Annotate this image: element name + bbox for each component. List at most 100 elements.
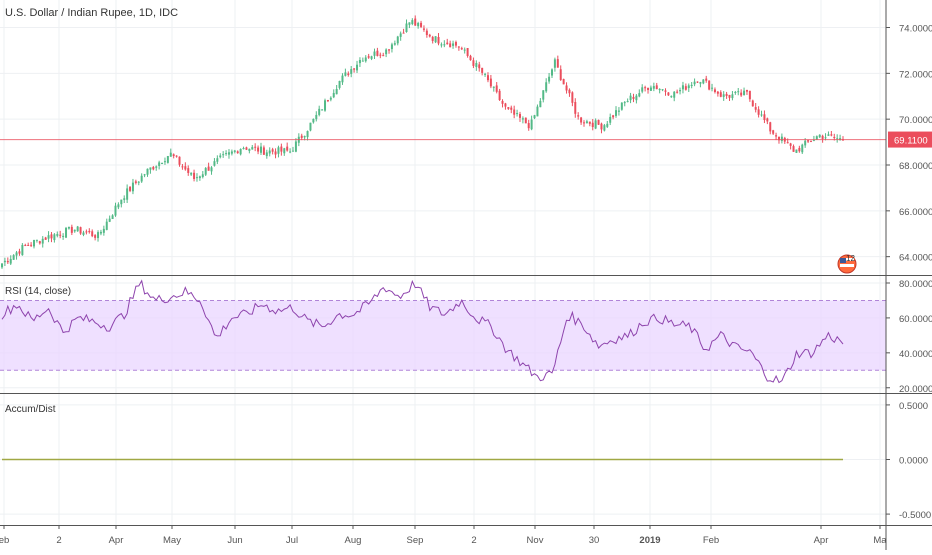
candle-body <box>815 136 818 140</box>
candle-body <box>699 82 702 84</box>
candle-body <box>807 140 810 142</box>
candle-body <box>56 234 59 236</box>
candle-body <box>725 93 728 96</box>
last-price-label: 69.1100 <box>894 136 928 147</box>
candle-body <box>702 79 705 84</box>
candle-body <box>740 92 743 96</box>
candle-body <box>152 166 155 170</box>
candle-body <box>431 36 434 41</box>
candle-body <box>120 199 123 205</box>
candle-body <box>478 64 481 69</box>
rsi-band <box>0 300 886 371</box>
candle-body <box>792 146 795 152</box>
time-tick-label: 30 <box>589 535 600 546</box>
candle-body <box>638 93 641 97</box>
candle-body <box>33 239 36 247</box>
candle-body <box>62 235 65 237</box>
candle-body <box>12 255 15 260</box>
candle-body <box>347 73 350 75</box>
candle-body <box>88 230 91 233</box>
candle-body <box>498 90 501 101</box>
candle-body <box>213 161 216 166</box>
candle-body <box>484 73 487 75</box>
candle-body <box>466 48 469 56</box>
candle-body <box>251 147 254 150</box>
candle-body <box>6 261 9 263</box>
candle-body <box>550 69 553 76</box>
candle-body <box>59 234 62 236</box>
candle-body <box>399 33 402 37</box>
candle-body <box>335 89 338 95</box>
candle-body <box>772 130 775 134</box>
candle-body <box>472 60 475 66</box>
candle-body <box>178 156 181 165</box>
candle-body <box>664 90 667 92</box>
time-tick-label: Sep <box>407 535 424 546</box>
candle-body <box>210 167 213 172</box>
candle-body <box>556 59 559 68</box>
candle-body <box>382 55 385 57</box>
candle-body <box>420 22 423 27</box>
candle-body <box>204 168 207 175</box>
candle-body <box>262 147 265 155</box>
candle-body <box>126 188 129 200</box>
candle-body <box>670 96 673 98</box>
candle-body <box>609 116 612 123</box>
candle-body <box>82 232 85 235</box>
candle-body <box>588 121 591 124</box>
candle-body <box>97 232 100 239</box>
candle-body <box>711 87 714 89</box>
candle-body <box>137 181 140 183</box>
time-tick-label: Jun <box>227 535 242 546</box>
candle-body <box>652 86 655 89</box>
candle-body <box>437 36 440 44</box>
candle-body <box>571 92 574 103</box>
candle-body <box>367 56 370 58</box>
candle-body <box>283 148 286 154</box>
candle-body <box>353 68 356 70</box>
candle-body <box>47 235 50 239</box>
candle-body <box>271 149 274 152</box>
candle-body <box>289 151 292 153</box>
candle-body <box>577 115 580 117</box>
candle-body <box>649 87 652 91</box>
candle-body <box>518 113 521 118</box>
candle-body <box>411 20 414 24</box>
candle-body <box>193 172 196 179</box>
candle-body <box>219 155 222 158</box>
candle-body <box>306 131 309 138</box>
price-tick-label: 72.0000 <box>899 69 932 80</box>
candle-body <box>341 75 344 83</box>
candle-body <box>597 119 600 125</box>
candle-body <box>117 204 120 208</box>
candle-body <box>809 140 812 142</box>
candle-body <box>463 49 466 51</box>
candle-body <box>766 118 769 122</box>
candle-body <box>481 67 484 73</box>
candlestick-series[interactable] <box>1 15 844 269</box>
candle-body <box>457 46 460 48</box>
candle-body <box>312 118 315 123</box>
candle-body <box>373 51 376 56</box>
candle-body <box>364 57 367 62</box>
candle-body <box>405 23 408 32</box>
candle-body <box>300 135 303 138</box>
time-tick-label: Feb <box>703 535 719 546</box>
candle-body <box>41 238 44 244</box>
candle-body <box>731 94 734 99</box>
candle-body <box>111 215 114 220</box>
ad-tick-label: 0.0000 <box>899 456 928 467</box>
candle-body <box>324 100 327 111</box>
rsi-pane-label: RSI (14, close) <box>5 286 71 297</box>
candle-body <box>708 80 711 90</box>
candle-body <box>358 60 361 64</box>
candle-body <box>379 54 382 56</box>
candle-body <box>804 140 807 146</box>
candle-body <box>495 85 498 92</box>
us-flag-icon[interactable]: 12 <box>837 254 857 274</box>
candle-body <box>370 56 373 59</box>
rsi-tick-label: 40.0000 <box>899 349 932 360</box>
candle-body <box>254 146 257 148</box>
candle-body <box>24 245 27 247</box>
